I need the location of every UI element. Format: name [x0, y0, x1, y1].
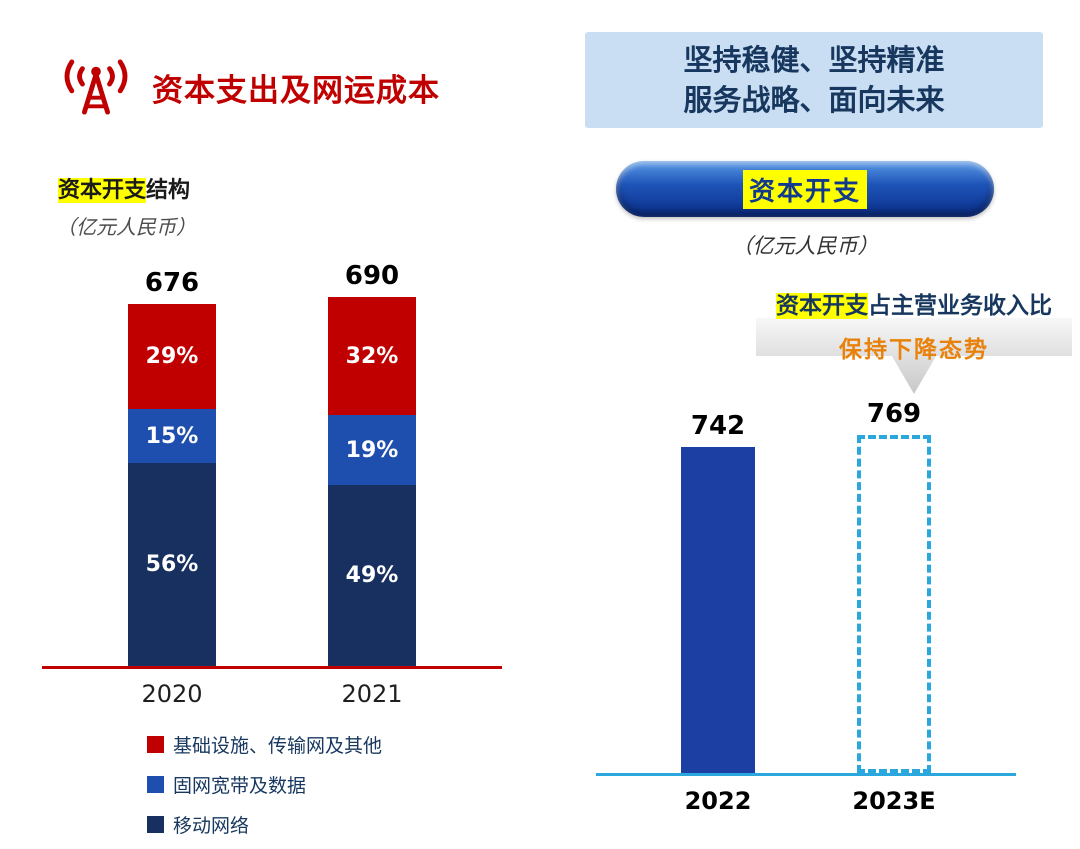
- callout-line-1: 资本开支占主营业务收入比: [756, 286, 1072, 320]
- radio-tower-icon: [56, 58, 136, 116]
- bar-segment: 49%: [328, 485, 416, 666]
- right-unit-label: （亿元人民币）: [731, 234, 879, 259]
- bar-segment: 29%: [128, 304, 216, 409]
- legend-item: 固网宽带及数据: [147, 771, 522, 798]
- page-title: 资本支出及网运成本: [152, 72, 440, 109]
- axis-category-label: 2020: [141, 680, 203, 708]
- bar-total-label: 676: [144, 268, 200, 298]
- stacked-bar: 32% 19% 49%: [328, 297, 416, 666]
- callout-line-2: 保持下降态势: [839, 337, 989, 364]
- capex-bar-column: 742 2022: [681, 411, 755, 815]
- capex-bar-dashed: [857, 435, 931, 774]
- bar-segment: 15%: [128, 408, 216, 464]
- banner-line-1: 坚持稳健、坚持精准: [683, 43, 945, 77]
- capex-ratio-callout: 资本开支占主营业务收入比 保持下降态势: [756, 286, 1072, 396]
- legend-item: 基础设施、传输网及其他: [147, 731, 522, 758]
- left-chart-subtitle: 资本开支结构: [58, 172, 522, 204]
- capex-panel: 坚持稳健、坚持精准 服务战略、面向未来 资本开支 （亿元人民币） 资本开支占主营…: [580, 32, 1072, 815]
- capex-bar-chart: 742 2022 769 2023E: [596, 399, 1016, 815]
- bar-value-label: 742: [690, 411, 746, 442]
- chart-legend: 基础设施、传输网及其他 固网宽带及数据 移动网络: [147, 731, 522, 838]
- bar-segment: 56%: [128, 463, 216, 666]
- capex-pill-label: 资本开支: [742, 169, 867, 209]
- capex-structure-panel: 资本支出及网运成本 资本开支结构 （亿元人民币） 676 29% 15% 56% 202…: [42, 58, 522, 838]
- capex-bar-solid: [681, 447, 755, 774]
- legend-label: 移动网络: [173, 815, 250, 837]
- callout-highlight: 资本开支: [776, 293, 868, 320]
- legend-swatch: [147, 736, 164, 753]
- strategy-banner: 坚持稳健、坚持精准 服务战略、面向未来: [585, 32, 1043, 129]
- banner-line-2: 服务战略、面向未来: [683, 83, 945, 118]
- axis-category-label: 2023E: [852, 787, 936, 816]
- axis-category-label: 2021: [341, 680, 403, 708]
- subtitle-rest: 结构: [146, 178, 191, 203]
- legend-label: 基础设施、传输网及其他: [173, 735, 383, 757]
- stacked-bar: 29% 15% 56%: [128, 304, 216, 666]
- stacked-bar-column: 690 32% 19% 49% 2021: [328, 261, 416, 708]
- left-unit-label: （亿元人民币）: [56, 215, 196, 239]
- legend-label: 固网宽带及数据: [173, 775, 307, 797]
- bar-segment: 32%: [328, 297, 416, 416]
- legend-item: 移动网络: [147, 811, 522, 838]
- capex-bar-column: 769 2023E: [852, 399, 935, 815]
- subtitle-highlight: 资本开支: [58, 178, 147, 203]
- stacked-bar-column: 676 29% 15% 56% 2020: [128, 268, 216, 708]
- legend-swatch: [147, 776, 164, 793]
- bar-value-label: 769: [866, 399, 922, 430]
- callout-rest: 占主营业务收入比: [868, 293, 1052, 320]
- legend-swatch: [147, 816, 164, 833]
- bar-segment: 19%: [328, 415, 416, 486]
- left-header: 资本支出及网运成本: [56, 58, 522, 116]
- bar-total-label: 690: [344, 261, 400, 291]
- stacked-bar-chart: 676 29% 15% 56% 2020 690 32% 19% 49% 2021: [42, 261, 502, 708]
- capex-pill: 资本开支: [616, 161, 994, 218]
- axis-category-label: 2022: [684, 787, 752, 816]
